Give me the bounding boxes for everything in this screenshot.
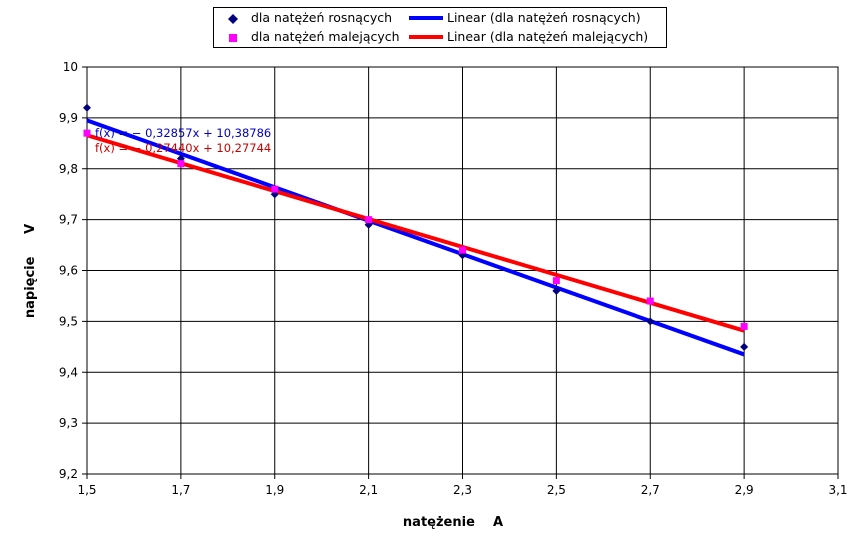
x-tick-label: 2,7	[641, 483, 660, 497]
legend-marker-falling	[229, 34, 237, 42]
data-point-falling	[365, 216, 373, 224]
y-tick-label: 9,5	[59, 314, 78, 328]
y-tick-label: 9,7	[59, 213, 78, 227]
data-point-rising	[83, 103, 91, 112]
y-tick-label: 10	[63, 60, 78, 74]
data-point-falling	[177, 160, 185, 168]
x-tick-label: 3,1	[828, 483, 847, 497]
x-tick-label: 2,5	[547, 483, 566, 497]
axes	[82, 66, 839, 479]
data-point-falling	[83, 129, 91, 137]
y-tick-label: 9,4	[59, 365, 78, 379]
legend-label-trend-falling: Linear (dla natężeń malejących)	[447, 29, 649, 44]
y-tick-label: 9,9	[59, 111, 78, 125]
x-tick-label: 2,9	[735, 483, 754, 497]
data-point-falling	[552, 277, 560, 285]
x-tick-label: 2,3	[453, 483, 472, 497]
legend-line-rising	[409, 16, 443, 20]
data-point-falling	[271, 185, 279, 193]
trendline-equation-rising: f(x) = − 0,32857x + 10,38786	[95, 126, 271, 140]
tick-labels: 1,5 1,7 1,9 2,1 2,3 2,5 2,7 2,9 3,1 9,2 9,3 9,4 9,5 9…	[59, 60, 848, 497]
legend-label-falling: dla natężeń malejących	[251, 29, 400, 44]
trendline-equation-falling: f(x) = − 0,27440x + 10,27744	[95, 141, 271, 155]
legend: dla natężeń rosnących dla natężeń maleją…	[213, 7, 667, 48]
legend-label-rising: dla natężeń rosnących	[251, 10, 393, 25]
x-tick-label: 1,7	[171, 483, 190, 497]
legend-label-trend-rising: Linear (dla natężeń rosnących)	[447, 10, 641, 25]
data-point-rising	[552, 286, 561, 295]
x-tick-label: 2,1	[359, 483, 378, 497]
legend-marker-rising	[228, 14, 238, 24]
data-point-rising	[740, 342, 749, 351]
trendline-rising	[86, 118, 745, 357]
y-tick-label: 9,2	[59, 467, 78, 481]
y-axis-label: napięcie V	[23, 224, 38, 318]
y-tick-label: 9,6	[59, 264, 78, 278]
x-axis-label: natężenie A	[403, 515, 503, 530]
y-tick-label: 9,3	[59, 416, 78, 430]
legend-line-falling	[409, 35, 443, 39]
trendlines	[86, 118, 745, 357]
x-tick-label: 1,5	[77, 483, 96, 497]
data-point-falling	[740, 322, 748, 330]
data-points	[83, 103, 749, 351]
data-point-falling	[459, 246, 466, 254]
y-tick-label: 9,8	[59, 162, 78, 176]
x-tick-label: 1,9	[265, 483, 284, 497]
trendline-falling	[86, 133, 745, 333]
data-point-falling	[646, 297, 654, 305]
data-point-rising	[646, 317, 655, 326]
